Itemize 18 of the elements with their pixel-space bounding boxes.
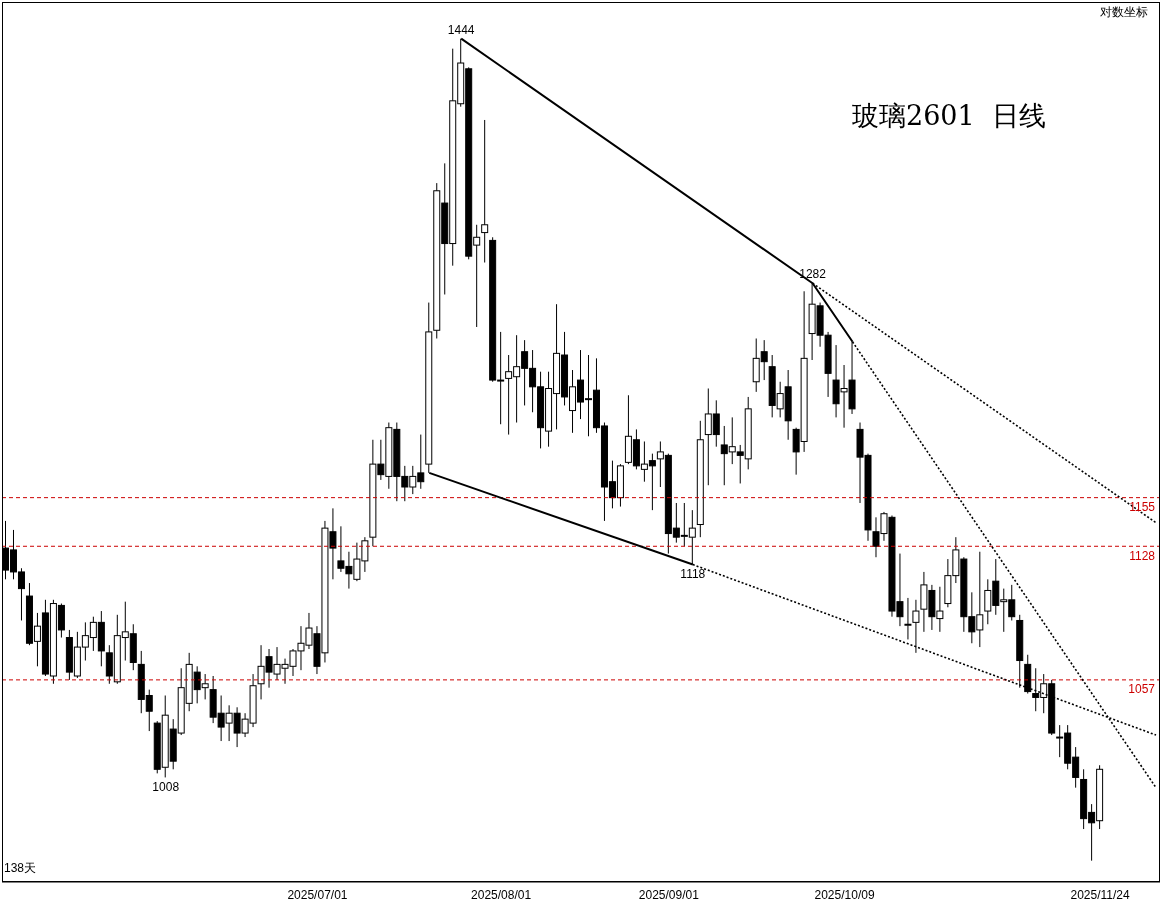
- ref-line-label: 1128: [1129, 548, 1156, 563]
- annotation: 1008: [152, 779, 180, 794]
- annotation: 对数坐标: [1100, 4, 1148, 21]
- annotation: 138天: [4, 860, 37, 877]
- annotation: 1444: [447, 22, 475, 37]
- x-tick-label: 2025/09/01: [638, 887, 700, 899]
- ref-line-label: 1155: [1129, 500, 1156, 515]
- x-tick-label: 2025/07/01: [287, 887, 348, 899]
- candlestick: [481, 119, 489, 264]
- ref-line-label: 1057: [1128, 682, 1156, 697]
- x-tick-label: 2025/10/09: [814, 887, 875, 899]
- candlestick: [912, 599, 920, 654]
- text: 玻璃2601 日线: [852, 99, 1046, 133]
- annotation: 1118: [680, 567, 706, 582]
- candlestick: [904, 597, 912, 640]
- x-tick-label: 2025/11/24: [1070, 887, 1131, 899]
- annotation: 1282: [799, 267, 827, 282]
- x-tick-label: 2025/08/01: [471, 887, 532, 899]
